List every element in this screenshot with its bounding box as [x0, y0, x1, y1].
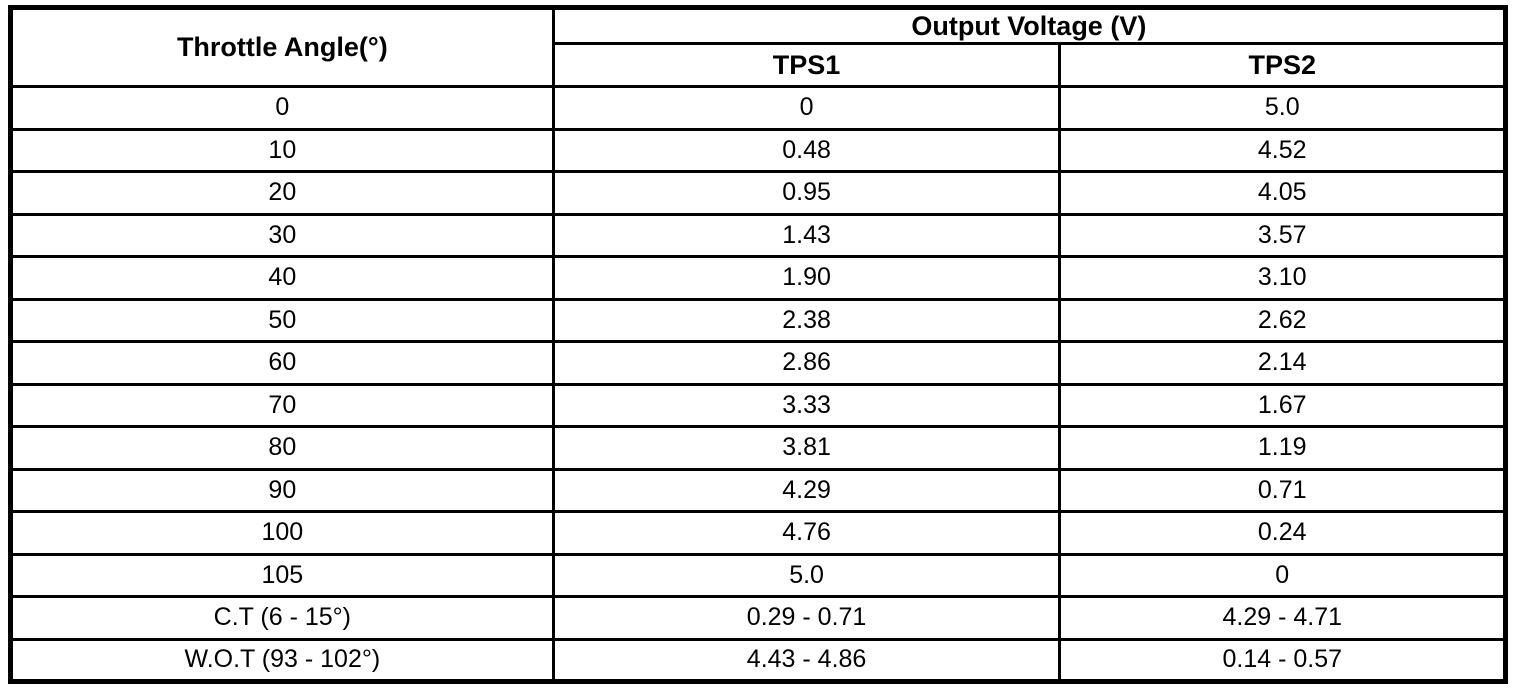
table-row: 105 5.0 0 — [9, 552, 1507, 598]
tps1-cell: 5.0 — [551, 552, 1062, 598]
table-row-closed-throttle: C.T (6 - 15°) 0.29 - 0.71 4.29 - 4.71 — [9, 595, 1507, 641]
throttle-voltage-table: Throttle Angle(°) Output Voltage (V) TPS… — [8, 5, 1508, 684]
tps2-cell: 4.05 — [1058, 170, 1507, 216]
table-row: 10 0.48 4.52 — [9, 127, 1507, 173]
tps2-cell: 0.24 — [1058, 510, 1507, 556]
table-row: 30 1.43 3.57 — [9, 212, 1507, 258]
angle-cell: 70 — [9, 382, 555, 428]
angle-cell: 100 — [9, 510, 555, 556]
tps1-cell: 2.38 — [551, 297, 1062, 343]
table-row: 40 1.90 3.10 — [9, 255, 1507, 301]
angle-cell: 0 — [9, 85, 555, 131]
tps2-cell: 0 — [1058, 552, 1507, 598]
tps2-cell: 5.0 — [1058, 85, 1507, 131]
tps2-cell: 3.10 — [1058, 255, 1507, 301]
tps1-cell: 0.48 — [551, 127, 1062, 173]
tps2-cell: 0.14 - 0.57 — [1058, 637, 1507, 683]
tps1-column-header: TPS1 — [551, 42, 1062, 88]
angle-cell: 40 — [9, 255, 555, 301]
tps1-cell: 4.76 — [551, 510, 1062, 556]
tps2-cell: 4.29 - 4.71 — [1058, 595, 1507, 641]
tps1-cell: 0.95 — [551, 170, 1062, 216]
angle-cell: 60 — [9, 340, 555, 386]
table-row: 0 0 5.0 — [9, 85, 1507, 131]
tps1-cell: 2.86 — [551, 340, 1062, 386]
table-row: 20 0.95 4.05 — [9, 170, 1507, 216]
table-row: 50 2.38 2.62 — [9, 297, 1507, 343]
table-row: 80 3.81 1.19 — [9, 425, 1507, 471]
tps2-cell: 2.14 — [1058, 340, 1507, 386]
table-row: 100 4.76 0.24 — [9, 510, 1507, 556]
tps1-cell: 4.29 — [551, 467, 1062, 513]
tps1-cell: 0 — [551, 85, 1062, 131]
output-voltage-header: Output Voltage (V) — [551, 6, 1508, 45]
tps1-cell: 3.33 — [551, 382, 1062, 428]
angle-cell: 90 — [9, 467, 555, 513]
angle-cell: 10 — [9, 127, 555, 173]
tps2-cell: 4.52 — [1058, 127, 1507, 173]
table-row-wide-open-throttle: W.O.T (93 - 102°) 4.43 - 4.86 0.14 - 0.5… — [9, 637, 1507, 683]
angle-cell: 50 — [9, 297, 555, 343]
table-row: 70 3.33 1.67 — [9, 382, 1507, 428]
tps2-cell: 3.57 — [1058, 212, 1507, 258]
tps1-cell: 0.29 - 0.71 — [551, 595, 1062, 641]
angle-cell: 30 — [9, 212, 555, 258]
tps1-cell: 3.81 — [551, 425, 1062, 471]
tps2-column-header: TPS2 — [1058, 42, 1507, 88]
tps2-cell: 2.62 — [1058, 297, 1507, 343]
angle-cell: 105 — [9, 552, 555, 598]
tps2-cell: 1.67 — [1058, 382, 1507, 428]
tps1-cell: 1.43 — [551, 212, 1062, 258]
angle-cell: 20 — [9, 170, 555, 216]
tps2-cell: 0.71 — [1058, 467, 1507, 513]
table-header-row-2: TPS1 TPS2 — [11, 42, 1507, 88]
angle-cell: W.O.T (93 - 102°) — [9, 637, 555, 683]
throttle-angle-header: Throttle Angle(°) — [9, 6, 555, 88]
tps2-cell: 1.19 — [1058, 425, 1507, 471]
table-header-row-1: Throttle Angle(°) Output Voltage (V) — [9, 6, 1508, 88]
angle-cell: C.T (6 - 15°) — [9, 595, 555, 641]
angle-cell: 80 — [9, 425, 555, 471]
tps1-cell: 1.90 — [551, 255, 1062, 301]
tps1-cell: 4.43 - 4.86 — [551, 637, 1062, 683]
table-row: 90 4.29 0.71 — [9, 467, 1507, 513]
table-row: 60 2.86 2.14 — [9, 340, 1507, 386]
